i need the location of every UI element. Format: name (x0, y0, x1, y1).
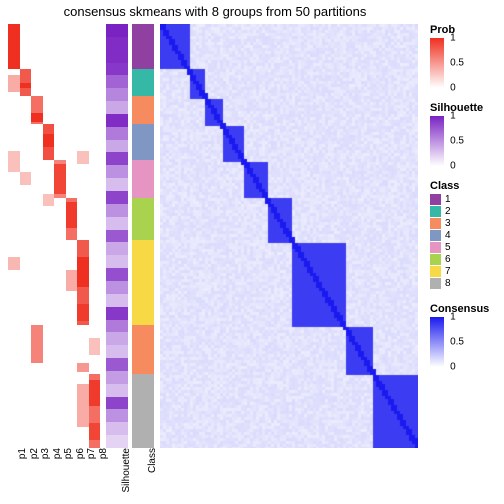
prob-col-p5 (54, 24, 66, 448)
prob-col-p2 (20, 24, 32, 448)
swatch-icon (430, 194, 441, 205)
swatch-icon (430, 254, 441, 265)
xlabel-class: Class (147, 448, 158, 496)
class-seg-8 (132, 374, 154, 448)
plot-title: consensus skmeans with 8 groups from 50 … (0, 4, 430, 19)
legend-class: Class 12345678 (430, 180, 498, 289)
swatch-icon (430, 266, 441, 277)
xlabel-p4: p4 (52, 448, 63, 496)
swatch-icon (430, 278, 441, 289)
xlabel-p8: p8 (98, 448, 109, 496)
prob-col-p4 (43, 24, 55, 448)
prob-col-p6 (66, 24, 78, 448)
legend-consensus-ticks: 10.50 (450, 317, 480, 367)
probability-heatmap (8, 24, 100, 448)
xlabel-p3: p3 (40, 448, 51, 496)
legend-class-item-8: 8 (430, 278, 498, 289)
silhouette-column (106, 24, 128, 448)
legend-silhouette-title: Silhouette (430, 102, 498, 114)
class-seg-3 (132, 96, 154, 124)
xlabel-p6: p6 (75, 448, 86, 496)
prob-col-p8 (89, 24, 101, 448)
legend-class-item-4: 4 (430, 230, 498, 241)
prob-col-p1 (8, 24, 20, 448)
legend-prob-ticks: 10.50 (450, 38, 480, 88)
legend-class-item-1: 1 (430, 194, 498, 205)
xlabel-silhouette: Silhouette (121, 448, 132, 496)
class-seg-3 (132, 325, 154, 374)
x-axis-labels: p1p2p3p4p5p6p7p8SilhouetteClass (8, 452, 168, 500)
legend-prob: Prob 10.50 (430, 24, 498, 88)
class-seg-2 (132, 69, 154, 97)
swatch-icon (430, 242, 441, 253)
prob-col-p7 (77, 24, 89, 448)
prob-col-p3 (31, 24, 43, 448)
legend-silhouette-gradient (430, 116, 444, 166)
legend-class-item-5: 5 (430, 242, 498, 253)
consensus-matrix (160, 24, 418, 448)
legend-consensus-title: Consensus (430, 303, 498, 315)
legend-class-item-2: 2 (430, 206, 498, 217)
swatch-icon (430, 218, 441, 229)
legend-prob-title: Prob (430, 24, 498, 36)
class-column (132, 24, 154, 448)
legend-consensus: Consensus 10.50 (430, 303, 498, 367)
legend-class-title: Class (430, 180, 498, 192)
class-seg-6 (132, 198, 154, 240)
class-seg-4 (132, 124, 154, 160)
legend-prob-gradient (430, 38, 444, 88)
class-seg-7 (132, 240, 154, 325)
xlabel-p7: p7 (86, 448, 97, 496)
legend-class-item-7: 7 (430, 266, 498, 277)
legend-class-item-6: 6 (430, 254, 498, 265)
plot-area (8, 24, 418, 448)
class-seg-5 (132, 160, 154, 198)
xlabel-p1: p1 (17, 448, 28, 496)
legend-consensus-gradient (430, 317, 444, 367)
legend-class-swatches: 12345678 (430, 194, 498, 289)
swatch-icon (430, 230, 441, 241)
xlabel-p5: p5 (63, 448, 74, 496)
legends-panel: Prob 10.50 Silhouette 10.50 Class 123456… (430, 24, 498, 381)
legend-silhouette-ticks: 10.50 (450, 116, 480, 166)
class-seg-1 (132, 24, 154, 69)
swatch-icon (430, 206, 441, 217)
xlabel-p2: p2 (29, 448, 40, 496)
legend-class-item-3: 3 (430, 218, 498, 229)
legend-silhouette: Silhouette 10.50 (430, 102, 498, 166)
